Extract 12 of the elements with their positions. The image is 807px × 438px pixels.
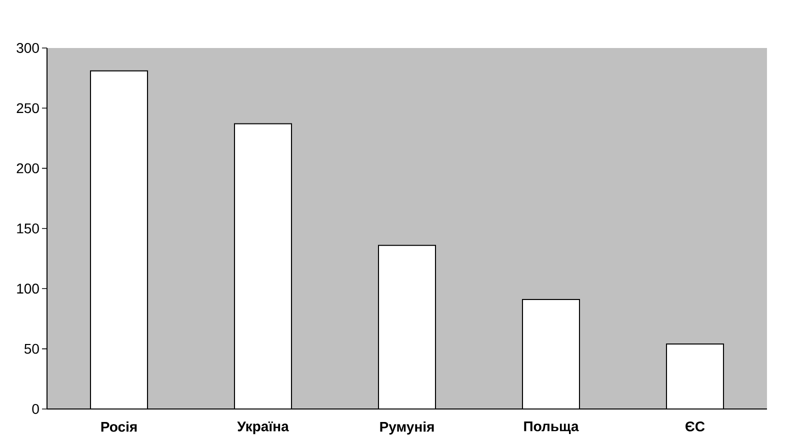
x-tick-label: Україна <box>237 422 289 434</box>
x-tick-label: Румунія <box>380 422 434 435</box>
x-tick-label: ЄС <box>686 422 705 432</box>
y-tick-label: 50 <box>24 344 39 354</box>
y-tick-label: 200 <box>16 163 39 174</box>
y-tick-label: 300 <box>16 43 39 53</box>
x-tick-label: Росія <box>101 422 137 432</box>
x-tick-label: Польща <box>524 422 579 434</box>
y-tick-label: 150 <box>17 224 39 234</box>
y-tick-label: 0 <box>32 404 39 414</box>
y-tick-label: 250 <box>16 103 39 114</box>
y-tick-label: 100 <box>17 284 39 294</box>
